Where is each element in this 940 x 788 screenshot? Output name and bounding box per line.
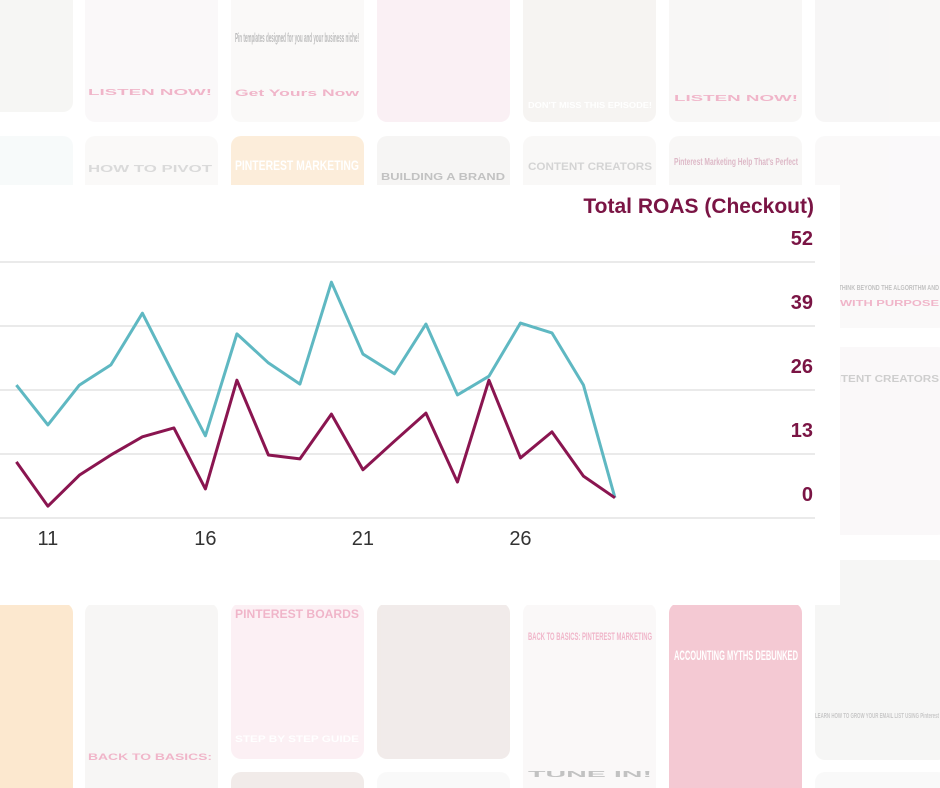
y-tick-label: 39 [791, 292, 813, 314]
pin-tile [523, 603, 656, 788]
y-tick-label: 26 [791, 356, 813, 378]
pin-text: STEP BY STEP GUIDE [235, 734, 359, 744]
x-tick-label: 26 [509, 528, 531, 550]
pin-tile [85, 603, 218, 788]
pin-text: Pinterest Marketing Help That's Perfect [674, 157, 798, 168]
pin-text: PINTEREST BOARDS [235, 607, 359, 621]
pin-tile [377, 603, 510, 759]
pin-tile [815, 772, 940, 788]
y-tick-label: 52 [791, 228, 813, 250]
pin-text: PINTEREST MARKETING [235, 157, 359, 173]
x-tick-label: 16 [194, 528, 216, 550]
pin-tile [815, 560, 940, 760]
pin-tile [377, 772, 510, 788]
pin-tile [0, 0, 73, 112]
pin-tile [523, 0, 656, 122]
pin-text: BUILDING A BRAND [381, 172, 505, 183]
x-tick-label: 11 [38, 528, 59, 550]
pin-text: PIN WITH PURPOSE [815, 299, 940, 308]
pin-text: BACK TO BASICS: [88, 752, 212, 762]
chart-panel [0, 185, 840, 605]
pin-text: TUNE IN! [528, 770, 652, 779]
pin-tile [815, 347, 940, 535]
pin-tile [231, 772, 364, 788]
pin-text: Pin templates designed for you and your … [235, 30, 359, 45]
y-tick-label: 0 [802, 484, 813, 506]
pin-text: DON'T MISS THIS EPISODE! [528, 101, 652, 110]
pin-text: CONTENT CREATORS [528, 161, 652, 173]
data-line [15, 280, 617, 499]
pin-text: ACCOUNTING MYTHS DEBUNKED [674, 647, 798, 663]
y-tick-label: 13 [791, 420, 813, 442]
pin-text: HOW TO PIVOT [88, 164, 212, 175]
pin-text: LISTEN NOW! [88, 88, 212, 97]
pin-tile [815, 0, 940, 122]
chart-title: Total ROAS (Checkout) [583, 195, 814, 218]
pin-text: HOW TO THINK BEYOND THE ALGORITHM AND [815, 285, 939, 292]
pin-text: BACK TO BASICS: PINTEREST MARKETING [528, 631, 652, 643]
pin-text: Get Yours Now [235, 88, 361, 98]
pin-text: CONTENT CREATORS [815, 374, 939, 385]
pin-tile [669, 0, 802, 122]
data-line [15, 378, 616, 508]
pin-tile [377, 0, 510, 122]
pin-tile [231, 603, 364, 759]
pin-tile [815, 136, 940, 328]
x-tick-label: 21 [352, 528, 374, 550]
pin-tile [0, 603, 73, 788]
pin-text: LEARN HOW TO GROW YOUR EMAIL LIST USING … [815, 713, 939, 720]
pin-tile [231, 0, 364, 122]
pin-text: LISTEN NOW! [674, 94, 798, 103]
pin-tile [669, 603, 802, 788]
pin-tile [85, 0, 218, 122]
